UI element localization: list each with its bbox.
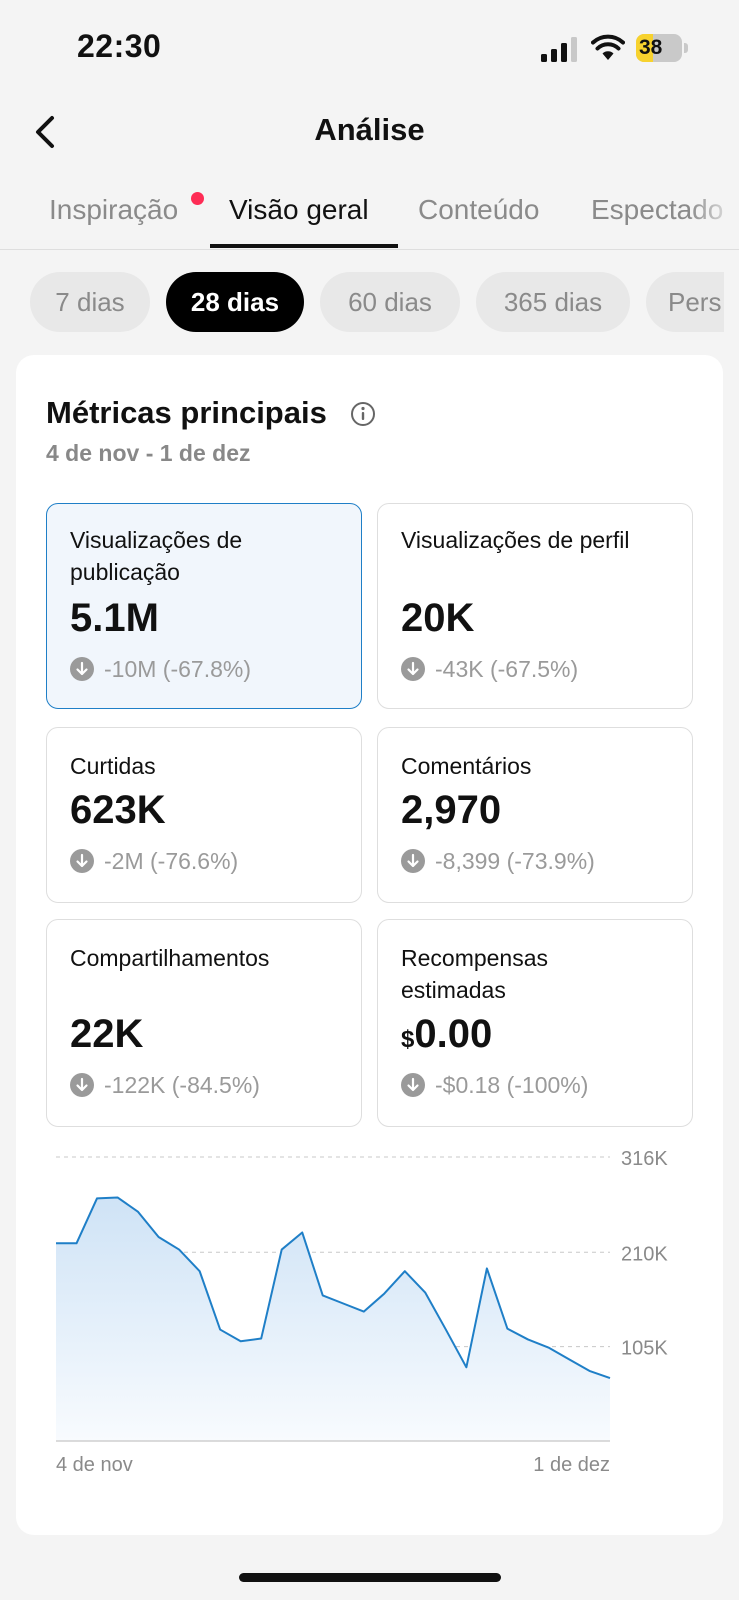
metric-value: 20K <box>401 596 475 640</box>
page-title: Análise <box>314 112 425 147</box>
metric-change-text: -2M (-76.6%) <box>104 848 239 874</box>
period-personalizado[interactable]: Pers <box>646 272 724 332</box>
battery-fill <box>636 34 654 62</box>
key-metrics-card: Métricas principais 4 de nov - 1 de dez … <box>16 355 723 1535</box>
notification-dot <box>191 192 204 205</box>
x-tick-label: 1 de dez <box>533 1454 610 1476</box>
metric-label: Compartilhamentos <box>70 945 270 971</box>
metric-change-text: -43K (-67.5%) <box>435 656 579 682</box>
back-arrow-icon[interactable] <box>28 110 68 154</box>
metric-change-text: -$0.18 (-100%) <box>435 1072 589 1098</box>
currency-symbol: $ <box>401 1026 415 1053</box>
arrow-down-circle-icon <box>70 1073 94 1097</box>
arrow-down-circle-icon <box>70 849 94 873</box>
series-area <box>56 1197 610 1441</box>
info-icon[interactable] <box>350 401 376 427</box>
period-365-dias[interactable]: 365 dias <box>476 272 630 332</box>
metric-label: Comentários <box>401 753 532 779</box>
metric-value-number: 0.00 <box>414 1012 493 1056</box>
metric-change: -8,399 (-73.9%) <box>401 848 595 875</box>
wifi-icon <box>591 34 625 60</box>
metric-change: -$0.18 (-100%) <box>401 1072 588 1099</box>
period-28-dias[interactable]: 28 dias <box>166 272 304 332</box>
y-tick-label: 210K <box>621 1243 668 1265</box>
metric-label: Recompensas estimadas <box>401 945 549 1003</box>
metric-comments[interactable]: Comentários 2,970 -8,399 (-73.9%) <box>377 727 693 903</box>
arrow-down-circle-icon <box>70 657 94 681</box>
y-tick-label: 105K <box>621 1338 668 1360</box>
metric-value: 22K <box>70 1012 144 1056</box>
period-selector: 7 dias 28 dias 60 dias 365 dias Pers <box>0 272 739 334</box>
tab-inspiracao[interactable]: Inspiração <box>49 194 179 225</box>
metric-value: 2,970 <box>401 788 502 832</box>
metric-value: 623K <box>70 788 166 832</box>
metric-label: Visualizações de publicação <box>70 527 243 585</box>
period-7-dias[interactable]: 7 dias <box>30 272 150 332</box>
metric-change-text: -8,399 (-73.9%) <box>435 848 595 874</box>
metric-change-text: -10M (-67.8%) <box>104 656 251 682</box>
metric-label: Curtidas <box>70 753 156 779</box>
battery-indicator: 38 <box>636 34 688 62</box>
metric-change: -10M (-67.8%) <box>70 656 251 683</box>
metric-value: $0.00 <box>401 1012 492 1057</box>
active-tab-underline <box>210 244 398 248</box>
period-60-dias[interactable]: 60 dias <box>320 272 460 332</box>
metric-change: -2M (-76.6%) <box>70 848 238 875</box>
metric-change: -122K (-84.5%) <box>70 1072 260 1099</box>
cellular-signal-icon <box>541 37 577 62</box>
metric-change-text: -122K (-84.5%) <box>104 1072 260 1098</box>
arrow-down-circle-icon <box>401 1073 425 1097</box>
tab-bar: Inspiração Visão geral Conteúdo Espectad… <box>0 180 739 250</box>
x-tick-label: 4 de nov <box>56 1454 133 1476</box>
metric-estimated-rewards[interactable]: Recompensas estimadas $0.00 -$0.18 (-100… <box>377 919 693 1127</box>
metric-value: 5.1M <box>70 596 159 640</box>
metric-label: Visualizações de perfil <box>401 527 630 553</box>
y-tick-label: 316K <box>621 1148 668 1170</box>
series-line <box>56 1196 611 1380</box>
metric-likes[interactable]: Curtidas 623K -2M (-76.6%) <box>46 727 362 903</box>
metric-change: -43K (-67.5%) <box>401 656 578 683</box>
post-views-chart[interactable]: 316K 210K 105K 4 de nov 1 de dez <box>16 1125 723 1505</box>
metric-shares[interactable]: Compartilhamentos 22K -122K (-84.5%) <box>46 919 362 1127</box>
date-range: 4 de nov - 1 de dez <box>46 440 251 466</box>
status-time: 22:30 <box>77 28 162 64</box>
battery-level-text: 38 <box>639 36 663 59</box>
home-indicator <box>239 1573 501 1582</box>
header: Análise <box>0 100 739 164</box>
card-title: Métricas principais <box>46 395 327 430</box>
arrow-down-circle-icon <box>401 849 425 873</box>
tab-conteudo[interactable]: Conteúdo <box>418 194 540 225</box>
metric-profile-views[interactable]: Visualizações de perfil 20K -43K (-67.5%… <box>377 503 693 709</box>
tab-visao-geral[interactable]: Visão geral <box>229 194 369 225</box>
metric-post-views[interactable]: Visualizações de publicação 5.1M -10M (-… <box>46 503 362 709</box>
status-bar: 22:30 38 <box>0 0 739 100</box>
arrow-down-circle-icon <box>401 657 425 681</box>
